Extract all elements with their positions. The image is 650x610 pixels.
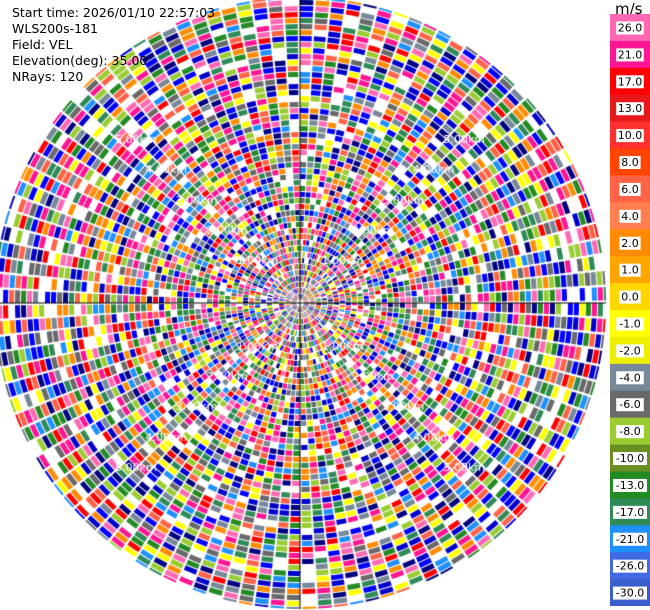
colorbar-tick-label: -8.0 [619, 425, 640, 438]
colorbar-tick-bg [613, 532, 647, 546]
colorbar: 26.0 21.0 17.0 13.0 10.0 8.0 6.0 4.0 2.0 1.0 0.0 -1… [610, 14, 650, 606]
colorbar-tick-label: 4.0 [621, 210, 639, 223]
colorbar-tick-label: 13.0 [618, 102, 643, 115]
colorbar-tick-bg [616, 425, 644, 439]
colorbar-tick-bg [613, 586, 647, 600]
colorbar-tick-label: 2.0 [621, 237, 639, 250]
ppi-plot [0, 0, 610, 610]
colorbar-tick-label: -30.0 [616, 587, 644, 600]
colorbar-tick-label: -17.0 [616, 506, 644, 519]
colorbar-tick-bg [613, 559, 647, 573]
colorbar-tick-bg [613, 505, 647, 519]
start-time-label: Start time: 2026/01/10 22:57:03 [12, 5, 216, 20]
colorbar-tick-label: 21.0 [618, 48, 643, 61]
colorbar-tick-bg [616, 344, 644, 358]
colorbar-tick-label: 6.0 [621, 183, 639, 196]
colorbar-tick-label: 26.0 [618, 21, 643, 34]
elevation-label: Elevation(deg): 35.00 [12, 53, 148, 68]
colorbar-tick-bg [616, 75, 644, 89]
colorbar-tick-bg [616, 48, 644, 62]
colorbar-tick-label: -4.0 [619, 371, 640, 384]
instrument-label: WLS200s-181 [12, 21, 98, 36]
colorbar-tick-label: 1.0 [621, 264, 639, 277]
colorbar-tick-bg [619, 209, 641, 223]
colorbar-tick-bg [613, 452, 647, 466]
colorbar-unit: m/s [615, 0, 643, 18]
colorbar-tick-bg [616, 102, 644, 116]
colorbar-tick-bg [613, 478, 647, 492]
colorbar-tick-bg [619, 290, 641, 304]
scan-info: Start time: 2026/01/10 22:57:03 WLS200s-… [12, 5, 215, 85]
colorbar-tick-label: 10.0 [618, 129, 643, 142]
colorbar-tick-label: -10.0 [616, 452, 644, 465]
colorbar-tick-label: 8.0 [621, 156, 639, 169]
colorbar-tick-label: -2.0 [619, 344, 640, 357]
nrays-label: NRays: 120 [12, 69, 84, 84]
colorbar-tick-bg [616, 398, 644, 412]
colorbar-tick-bg [619, 263, 641, 277]
colorbar-tick-bg [619, 236, 641, 250]
colorbar-tick-bg [616, 129, 644, 143]
colorbar-tick-bg [616, 317, 644, 331]
field-label: Field: VEL [12, 37, 73, 52]
colorbar-tick-label: -26.0 [616, 560, 644, 573]
colorbar-tick-label: -1.0 [619, 317, 640, 330]
colorbar-tick-label: -21.0 [616, 533, 644, 546]
colorbar-tick-label: -6.0 [619, 398, 640, 411]
colorbar-tick-bg [619, 156, 641, 170]
colorbar-tick-bg [619, 182, 641, 196]
colorbar-tick-label: 0.0 [621, 291, 639, 304]
colorbar-tick-bg [616, 21, 644, 35]
colorbar-tick-label: -13.0 [616, 479, 644, 492]
colorbar-tick-label: 17.0 [618, 75, 643, 88]
colorbar-tick-bg [616, 371, 644, 385]
